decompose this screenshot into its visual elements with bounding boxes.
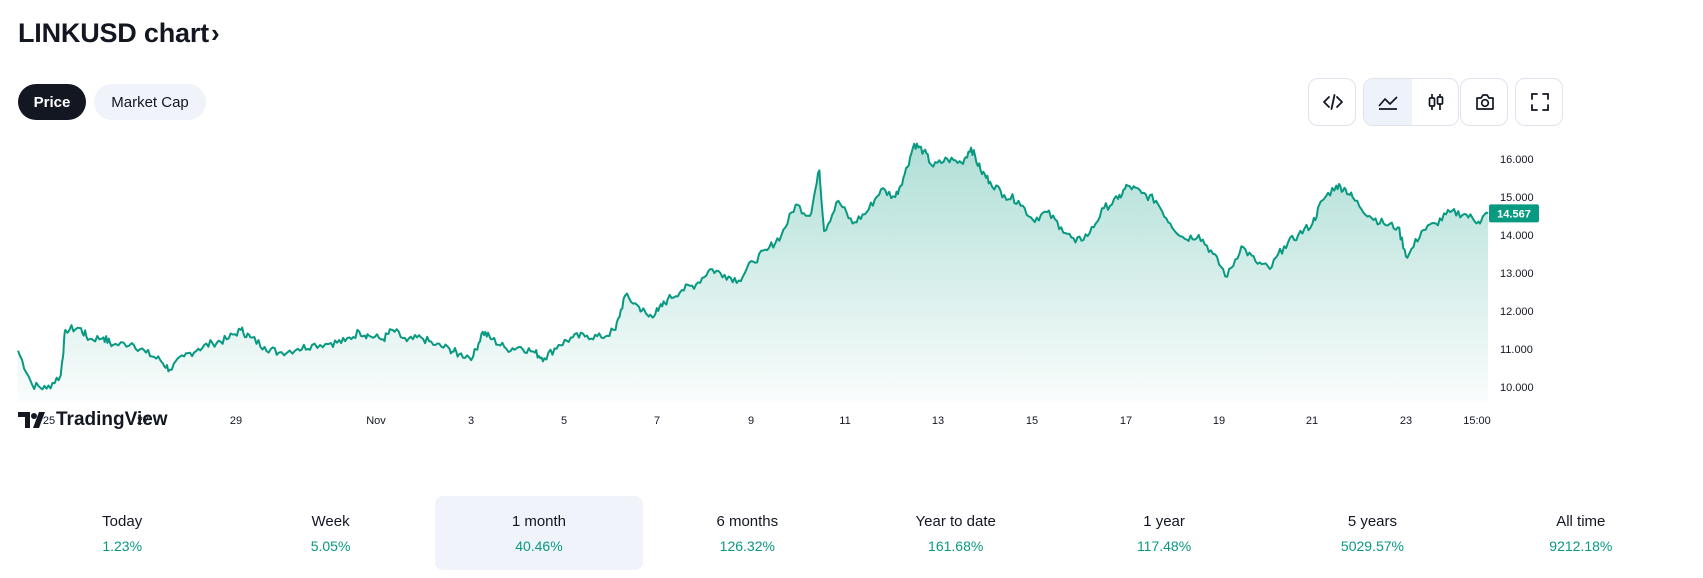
- area-chart-icon: [1378, 96, 1398, 110]
- y-tick-label: 15.000: [1500, 192, 1534, 204]
- y-tick-label: 14.000: [1500, 230, 1534, 242]
- period-today[interactable]: Today 1.23%: [18, 496, 226, 570]
- x-tick-label: Nov: [366, 415, 386, 427]
- period-label: 5 years: [1347, 512, 1398, 530]
- x-tick-label: 5: [561, 415, 567, 427]
- tab-market-cap[interactable]: Market Cap: [94, 84, 206, 120]
- svg-text:14.567: 14.567: [1497, 208, 1531, 220]
- tradingview-logo-text: TradingView: [56, 409, 168, 430]
- area-chart-button[interactable]: [1364, 79, 1412, 125]
- period-1-month[interactable]: 1 month 40.46%: [434, 496, 644, 570]
- price-line: [17, 142, 1489, 391]
- chart-style-group: [1363, 78, 1459, 126]
- x-tick-label: 23: [1400, 415, 1412, 427]
- tradingview-logo: TradingView: [18, 409, 168, 431]
- x-tick-label: 7: [654, 415, 660, 427]
- last-price-label: 14.567: [1489, 204, 1539, 223]
- period-label: 6 months: [716, 512, 779, 530]
- embed-code-icon: [1309, 79, 1357, 125]
- y-tick-label: 16.000: [1500, 154, 1534, 166]
- tab-price[interactable]: Price: [18, 84, 86, 120]
- x-tick-label: 15: [1026, 415, 1038, 427]
- candlestick-button[interactable]: [1412, 79, 1460, 125]
- period-label: 1 month: [511, 512, 567, 530]
- period-label: Year to date: [915, 512, 996, 530]
- period-5-years[interactable]: 5 years 5029.57%: [1268, 496, 1476, 570]
- chevron-right-icon: ›: [210, 18, 220, 48]
- x-tick-label: 9: [748, 415, 754, 427]
- period-all-time[interactable]: All time 9212.18%: [1477, 496, 1685, 570]
- period-value: 1.23%: [102, 537, 143, 554]
- period-label: All time: [1556, 512, 1606, 530]
- x-tick-label: 15:00: [1463, 415, 1491, 427]
- period-label: Week: [311, 512, 350, 530]
- period-label: 1 year: [1143, 512, 1185, 530]
- period-value: 5.05%: [310, 537, 351, 554]
- x-tick-label: 29: [230, 415, 242, 427]
- x-tick-label: 13: [932, 415, 944, 427]
- snapshot-button[interactable]: [1460, 78, 1508, 126]
- x-tick-label: 21: [1306, 415, 1318, 427]
- price-area-fill: [18, 143, 1488, 402]
- x-tick-label: 3: [468, 415, 474, 427]
- period-year-to-date[interactable]: Year to date 161.68%: [852, 496, 1060, 570]
- x-tick-label: 17: [1120, 415, 1132, 427]
- candlestick-icon: [1428, 94, 1444, 110]
- chart-title[interactable]: LINKUSD chart›: [18, 18, 220, 49]
- period-label: Today: [102, 512, 143, 530]
- fullscreen-button[interactable]: [1515, 78, 1563, 126]
- x-tick-label: 19: [1213, 415, 1225, 427]
- camera-icon: [1461, 79, 1509, 125]
- tradingview-logo-icon: [18, 412, 45, 428]
- y-tick-label: 11.000: [1500, 344, 1533, 356]
- x-tick-label: 25: [43, 415, 55, 427]
- period-6-months[interactable]: 6 months 126.32%: [643, 496, 851, 570]
- embed-button[interactable]: [1308, 78, 1356, 126]
- fullscreen-icon: [1516, 79, 1564, 125]
- y-tick-label: 10.000: [1500, 382, 1534, 394]
- price-chart[interactable]: 16.000 15.000 14.000 13.000 12.000 11.000 10.0…: [0, 140, 1703, 470]
- performance-periods: Today 1.23% Week 5.05% 1 month 40.46% 6 mon…: [18, 496, 1685, 570]
- period-value: 117.48%: [1136, 537, 1192, 554]
- period-value: 9212.18%: [1549, 537, 1613, 554]
- y-tick-label: 12.000: [1500, 306, 1534, 318]
- chart-title-text: LINKUSD chart: [18, 18, 209, 48]
- period-value: 161.68%: [928, 537, 984, 554]
- period-value: 5029.57%: [1340, 537, 1404, 554]
- x-tick-label: 27: [137, 415, 149, 427]
- x-tick-label: 11: [839, 415, 850, 427]
- period-value: 40.46%: [515, 537, 563, 554]
- period-1-year[interactable]: 1 year 117.48%: [1060, 496, 1268, 570]
- period-value: 126.32%: [719, 537, 775, 554]
- y-tick-label: 13.000: [1500, 268, 1534, 280]
- period-week[interactable]: Week 5.05%: [226, 496, 434, 570]
